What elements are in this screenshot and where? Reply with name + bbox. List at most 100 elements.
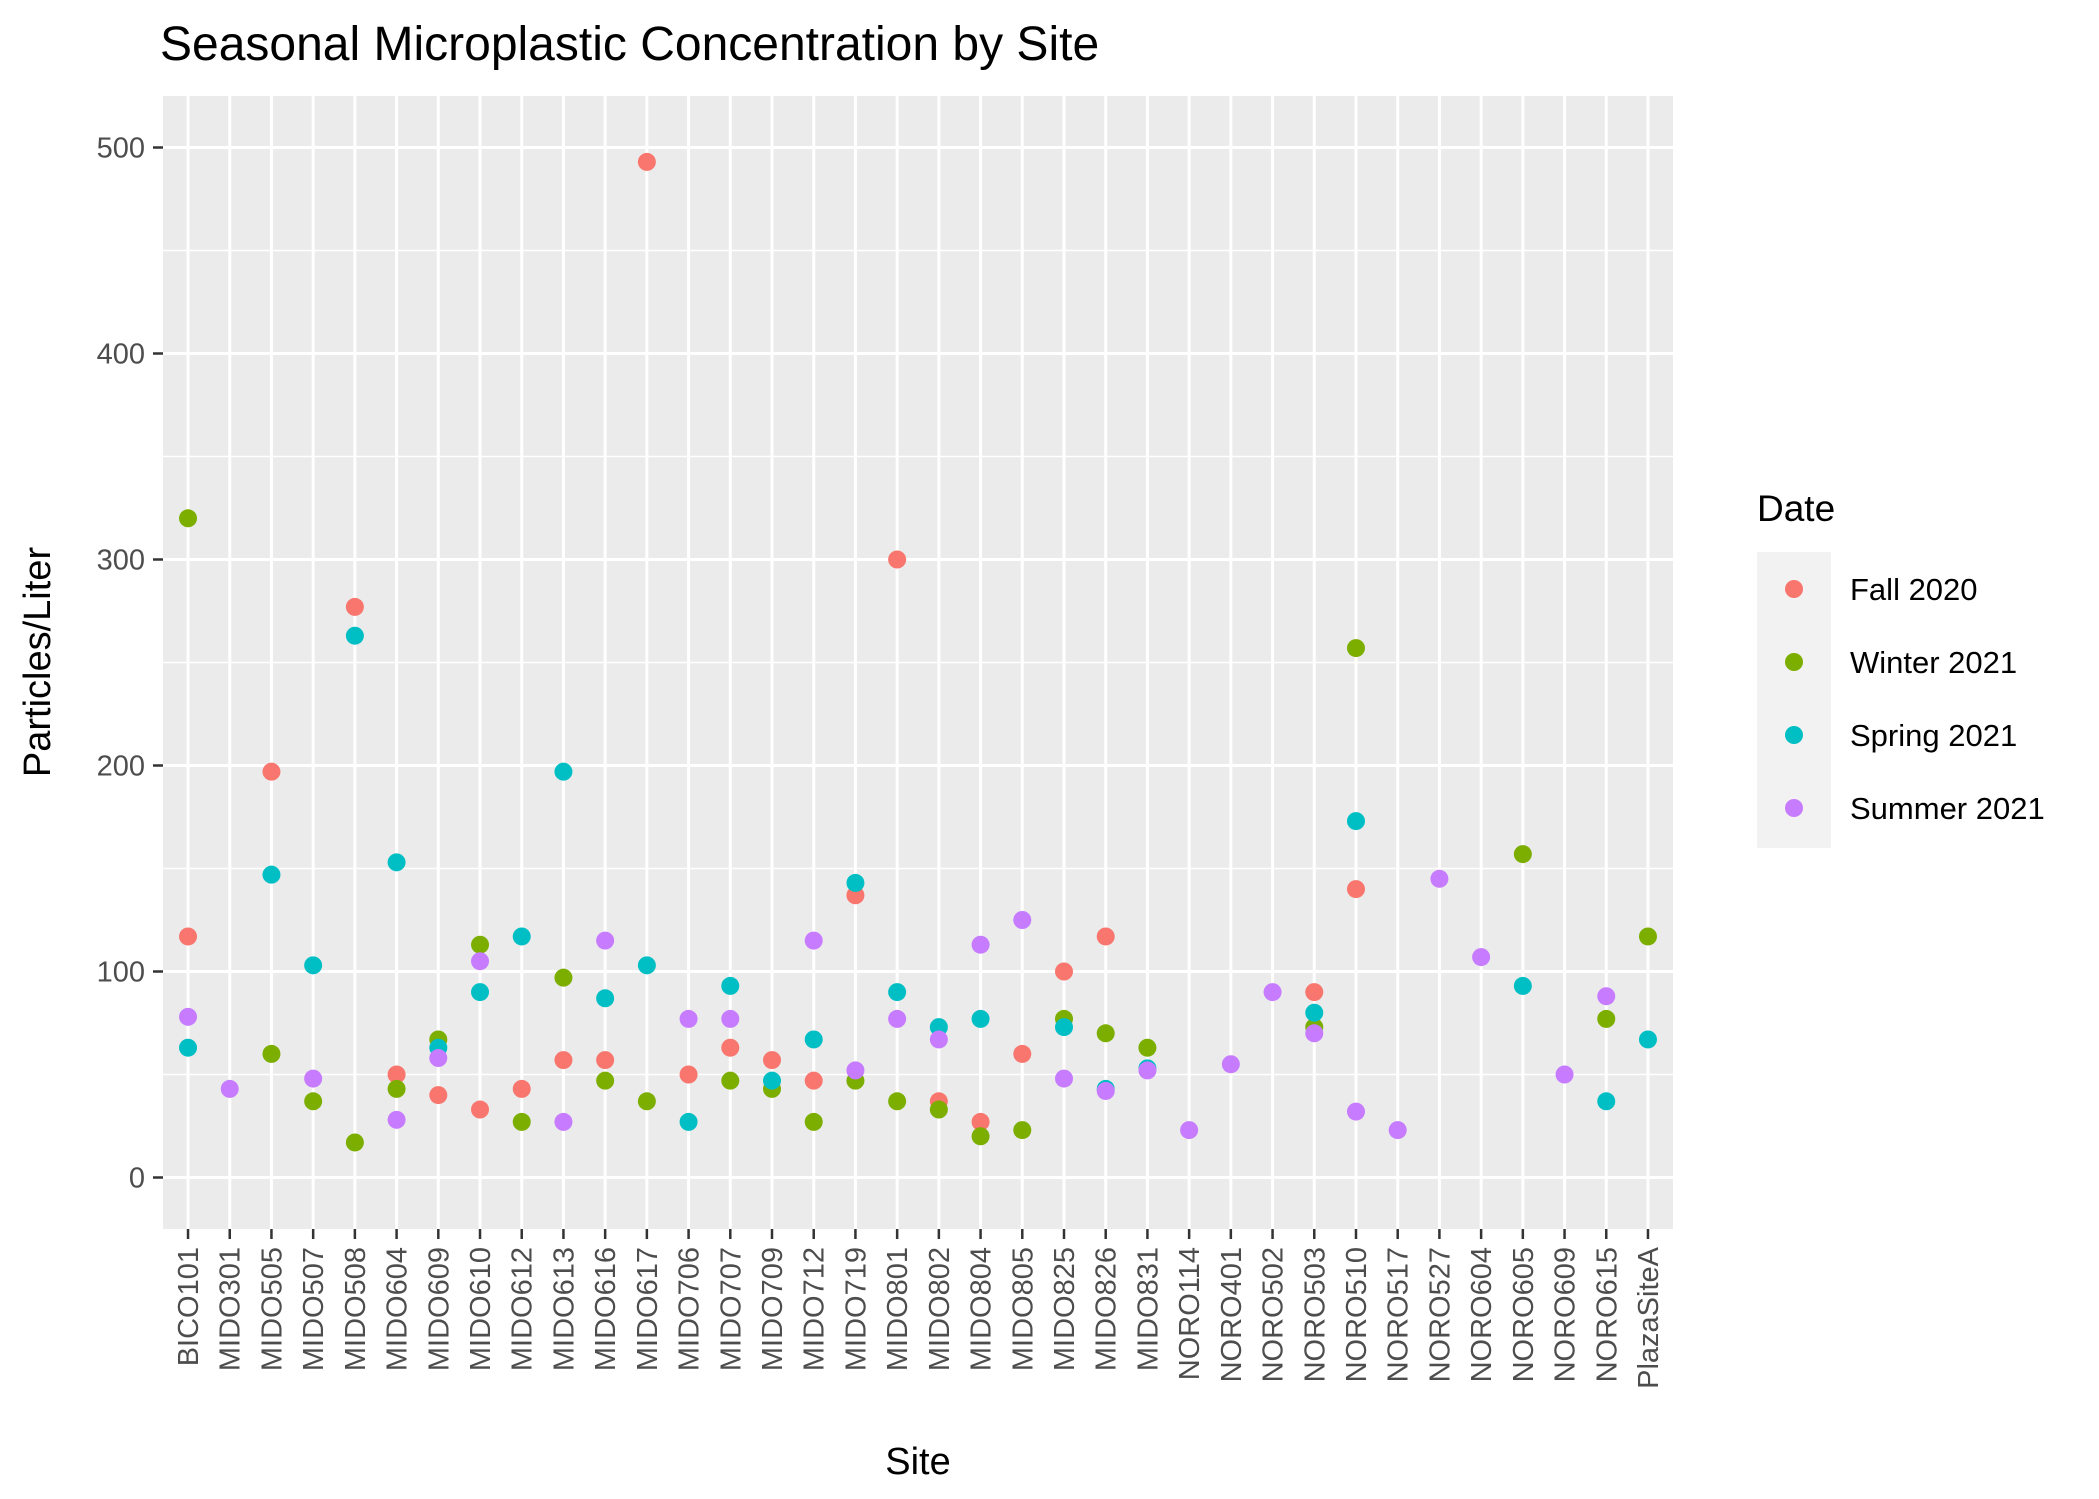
x-tick-label: NORO605 xyxy=(1508,1247,1540,1382)
data-point xyxy=(1013,1121,1032,1140)
data-point xyxy=(179,1038,198,1057)
data-point xyxy=(721,1071,740,1090)
data-point xyxy=(554,762,573,781)
data-point xyxy=(554,1112,573,1131)
data-point xyxy=(1638,927,1657,946)
chart-title: Seasonal Microplastic Concentration by S… xyxy=(160,18,1099,71)
data-point xyxy=(804,1071,823,1090)
data-point xyxy=(1346,880,1365,899)
data-point xyxy=(929,1100,948,1119)
x-tick-label: NORO510 xyxy=(1341,1247,1373,1382)
data-point xyxy=(387,1065,406,1084)
data-point xyxy=(1138,1038,1157,1057)
data-point xyxy=(929,1018,948,1037)
data-point xyxy=(345,1133,364,1152)
data-point xyxy=(637,1092,656,1111)
data-point xyxy=(1096,927,1115,946)
x-tick-label: MIDO826 xyxy=(1091,1247,1123,1371)
data-point xyxy=(1555,1065,1574,1084)
data-point xyxy=(637,956,656,975)
legend-key xyxy=(1785,799,1803,817)
data-point xyxy=(846,886,865,905)
data-point xyxy=(1221,1055,1240,1074)
data-point xyxy=(1305,1024,1324,1043)
data-point xyxy=(179,927,198,946)
data-point xyxy=(1346,639,1365,658)
x-tick-label: MIDO804 xyxy=(966,1247,998,1371)
y-tick-label: 400 xyxy=(97,339,145,371)
legend-label: Summer 2021 xyxy=(1850,791,2045,826)
data-point xyxy=(679,1009,698,1028)
data-point xyxy=(1305,1003,1324,1022)
data-point xyxy=(971,1112,990,1131)
x-tick-label: MIDO609 xyxy=(423,1247,455,1371)
x-tick-label: MIDO712 xyxy=(799,1247,831,1371)
data-point xyxy=(1430,869,1449,888)
data-point xyxy=(512,1079,531,1098)
data-point xyxy=(179,1007,198,1026)
x-tick-label: NORO604 xyxy=(1466,1247,1498,1382)
data-point xyxy=(554,1051,573,1070)
x-tick-label: NORO114 xyxy=(1174,1247,1206,1380)
data-point xyxy=(1597,1092,1616,1111)
data-point xyxy=(971,1127,990,1146)
x-tick-label: NORO615 xyxy=(1591,1247,1623,1382)
data-points xyxy=(179,152,1657,1152)
data-point xyxy=(345,626,364,645)
data-point xyxy=(345,597,364,616)
x-tick-label: MIDO507 xyxy=(298,1247,330,1371)
data-point xyxy=(1013,911,1032,929)
data-point xyxy=(888,983,907,1002)
x-tick-label: MIDO508 xyxy=(340,1247,372,1371)
x-tick-label: MIDO719 xyxy=(840,1247,872,1371)
x-tick-label: BICO101 xyxy=(173,1247,205,1366)
data-point xyxy=(387,1110,406,1129)
data-point xyxy=(596,989,615,1008)
x-tick-label: NORO609 xyxy=(1550,1247,1582,1382)
data-point xyxy=(888,550,907,569)
legend-key xyxy=(1785,653,1803,671)
x-tick-label: NORO517 xyxy=(1383,1247,1415,1382)
data-point xyxy=(804,931,823,950)
data-point xyxy=(804,1112,823,1131)
x-tick-label: MIDO709 xyxy=(757,1247,789,1371)
data-point xyxy=(512,927,531,946)
data-point xyxy=(262,762,281,781)
data-point xyxy=(1263,983,1282,1002)
x-tick-label: PlazaSiteA xyxy=(1633,1246,1665,1389)
data-point xyxy=(1096,1081,1115,1100)
x-tick-label: MIDO604 xyxy=(382,1247,414,1371)
data-point xyxy=(971,1009,990,1028)
legend-key-background xyxy=(1757,552,1831,848)
data-point xyxy=(1597,1009,1616,1028)
data-point xyxy=(262,865,281,884)
legend-key xyxy=(1785,580,1803,598)
data-point xyxy=(1054,962,1073,981)
data-point xyxy=(512,1112,531,1131)
data-point xyxy=(262,1044,281,1063)
data-point xyxy=(763,1071,782,1090)
x-tick-label: MIDO801 xyxy=(882,1247,914,1371)
legend-key xyxy=(1785,726,1803,744)
data-point xyxy=(1054,1069,1073,1088)
data-point xyxy=(220,1079,239,1098)
legend-title: Date xyxy=(1757,488,1835,529)
data-point xyxy=(1638,1030,1657,1049)
data-point xyxy=(387,853,406,872)
data-point xyxy=(1180,1121,1199,1140)
x-tick-label: MIDO617 xyxy=(632,1247,664,1371)
x-tick-label: MIDO505 xyxy=(256,1247,288,1371)
data-point xyxy=(1305,983,1324,1002)
data-point xyxy=(554,968,573,987)
legend-label: Fall 2020 xyxy=(1850,572,1978,607)
data-point xyxy=(1138,1061,1157,1080)
data-point xyxy=(846,873,865,892)
x-axis-title: Site xyxy=(885,1441,950,1483)
y-tick-label: 300 xyxy=(97,545,145,577)
x-tick-label: MIDO805 xyxy=(1007,1247,1039,1371)
y-tick-label: 0 xyxy=(129,1163,145,1195)
x-tick-label: NORO401 xyxy=(1216,1247,1248,1382)
data-point xyxy=(679,1065,698,1084)
x-axis: BICO101 MIDO301 MIDO505 MIDO507 MIDO508 MIDO6… xyxy=(173,1229,1665,1389)
x-tick-label: MIDO706 xyxy=(674,1247,706,1371)
